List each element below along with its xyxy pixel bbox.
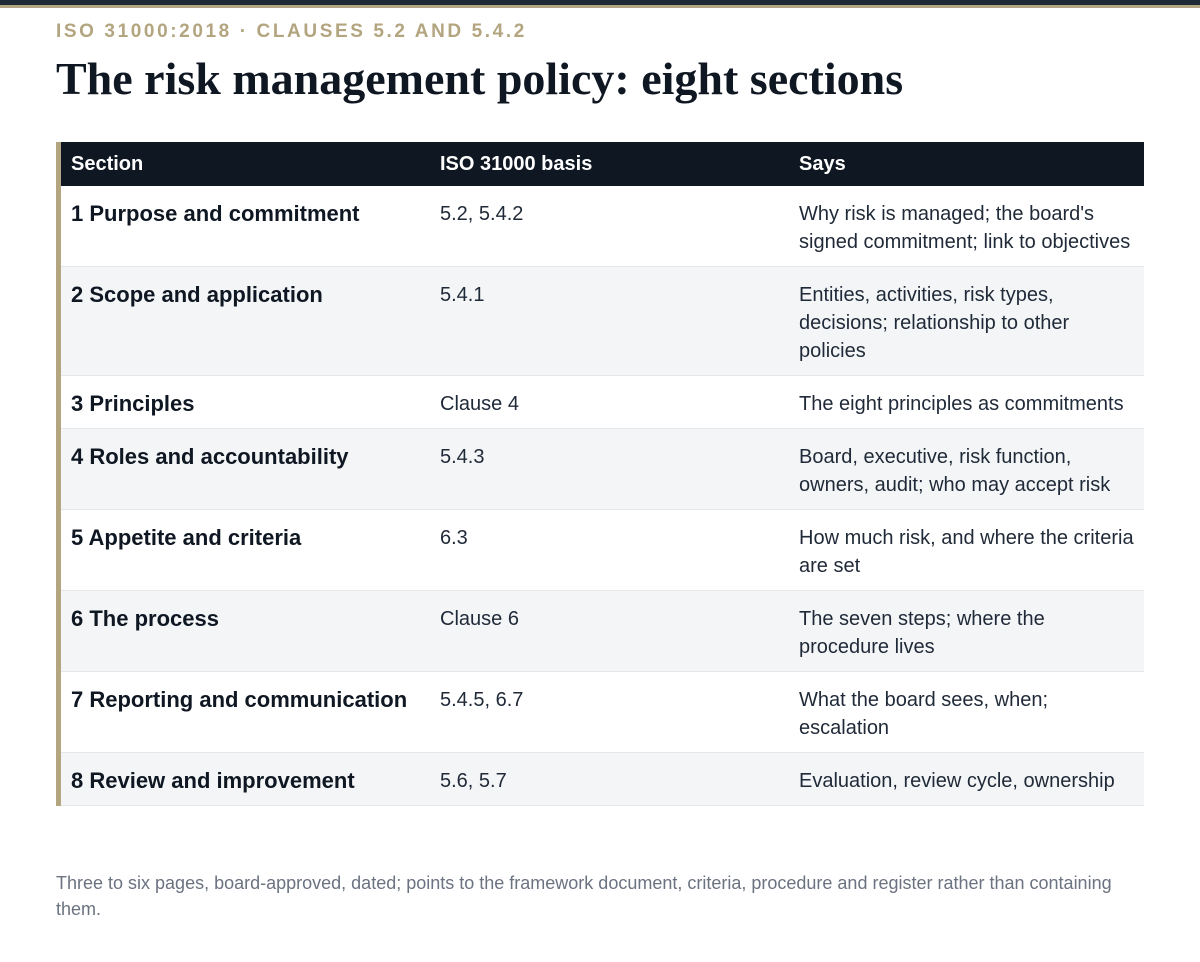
basis-cell: 5.4.1 — [430, 266, 789, 376]
table-row: 8 Review and improvement 5.6, 5.7 Evalua… — [61, 752, 1144, 806]
page-title: The risk management policy: eight sectio… — [56, 53, 904, 104]
basis-cell: Clause 4 — [430, 375, 789, 429]
table-row: 4 Roles and accountability 5.4.3 Board, … — [61, 428, 1144, 510]
basis-cell: 5.4.5, 6.7 — [430, 671, 789, 753]
says-cell: How much risk, and where the criteria ar… — [789, 509, 1144, 591]
section-cell: 2 Scope and application — [61, 266, 430, 376]
basis-cell: 5.4.3 — [430, 428, 789, 510]
header-row: Section ISO 31000 basis Says — [61, 142, 1144, 186]
table-body: 1 Purpose and commitment 5.2, 5.4.2 Why … — [61, 186, 1144, 806]
basis-cell: 6.3 — [430, 509, 789, 591]
section-cell: 8 Review and improvement — [61, 752, 430, 806]
section-cell: 4 Roles and accountability — [61, 428, 430, 510]
basis-cell: 5.6, 5.7 — [430, 752, 789, 806]
says-cell: The seven steps; where the procedure liv… — [789, 590, 1144, 672]
says-cell: The eight principles as commitments — [789, 375, 1144, 429]
column-header-section: Section — [61, 142, 430, 186]
says-cell: Board, executive, risk function, owners,… — [789, 428, 1144, 510]
top-rule — [0, 0, 1200, 10]
column-header-basis: ISO 31000 basis — [430, 142, 789, 186]
says-cell: Why risk is managed; the board's signed … — [789, 186, 1144, 267]
section-cell: 3 Principles — [61, 375, 430, 429]
policy-table-container: Section ISO 31000 basis Says 1 Purpose a… — [56, 142, 1149, 806]
table-row: 2 Scope and application 5.4.1 Entities, … — [61, 266, 1144, 376]
section-cell: 5 Appetite and criteria — [61, 509, 430, 591]
policy-sections-table: Section ISO 31000 basis Says 1 Purpose a… — [61, 142, 1144, 806]
footnote: Three to six pages, board-approved, date… — [56, 873, 1112, 919]
says-cell: Evaluation, review cycle, ownership — [789, 752, 1144, 806]
basis-cell: Clause 6 — [430, 590, 789, 672]
table-row: 3 Principles Clause 4 The eight principl… — [61, 375, 1144, 429]
table-row: 1 Purpose and commitment 5.2, 5.4.2 Why … — [61, 186, 1144, 267]
table-row: 7 Reporting and communication 5.4.5, 6.7… — [61, 671, 1144, 753]
basis-cell: 5.2, 5.4.2 — [430, 186, 789, 267]
eyebrow: ISO 31000:2018 · CLAUSES 5.2 AND 5.4.2 — [56, 21, 527, 42]
section-cell: 1 Purpose and commitment — [61, 186, 430, 267]
table-row: 6 The process Clause 6 The seven steps; … — [61, 590, 1144, 672]
says-cell: What the board sees, when; escalation — [789, 671, 1144, 753]
section-cell: 6 The process — [61, 590, 430, 672]
section-cell: 7 Reporting and communication — [61, 671, 430, 753]
table-row: 5 Appetite and criteria 6.3 How much ris… — [61, 509, 1144, 591]
says-cell: Entities, activities, risk types, decisi… — [789, 266, 1144, 376]
column-header-says: Says — [789, 142, 1144, 186]
table-header: Section ISO 31000 basis Says — [61, 142, 1144, 186]
